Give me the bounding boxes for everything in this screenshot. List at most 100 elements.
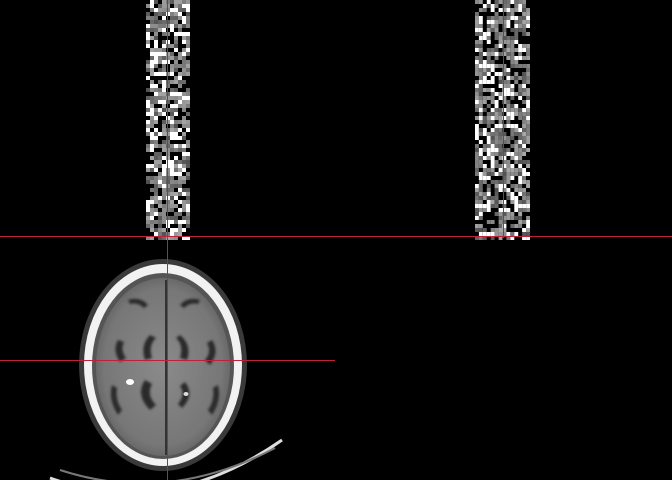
slice-pixel bbox=[486, 204, 491, 208]
slice-pixel bbox=[490, 16, 495, 20]
slice-pixel bbox=[498, 184, 503, 188]
slice-pixel bbox=[526, 216, 530, 220]
slice-pixel bbox=[162, 204, 166, 208]
slice-pixel bbox=[494, 148, 499, 152]
slice-pixel bbox=[178, 172, 182, 176]
slice-pixel bbox=[498, 136, 503, 140]
slice-pixel bbox=[518, 48, 523, 52]
slice-pixel bbox=[490, 236, 495, 240]
slice-pixel bbox=[514, 28, 519, 32]
slice-pixel bbox=[482, 120, 487, 124]
slice-pixel bbox=[158, 180, 162, 184]
slice-pixel bbox=[486, 152, 491, 156]
slice-pixel bbox=[526, 92, 530, 96]
slice-pixel bbox=[478, 184, 483, 188]
slice-pixel bbox=[506, 136, 511, 140]
slice-pixel bbox=[150, 196, 154, 200]
slice-pixel bbox=[478, 28, 483, 32]
slice-pixel bbox=[478, 164, 483, 168]
slice-pixel bbox=[475, 116, 479, 120]
slice-pixel bbox=[154, 152, 158, 156]
slice-pixel bbox=[182, 64, 186, 68]
slice-pixel bbox=[502, 24, 507, 28]
sagittal-view[interactable] bbox=[475, 0, 530, 240]
slice-pixel bbox=[498, 236, 503, 240]
slice-pixel bbox=[478, 92, 483, 96]
slice-pixel bbox=[186, 172, 190, 176]
slice-pixel bbox=[522, 84, 526, 88]
slice-pixel bbox=[526, 160, 530, 164]
slice-pixel bbox=[502, 148, 507, 152]
slice-pixel bbox=[482, 172, 487, 176]
slice-pixel bbox=[178, 64, 182, 68]
slice-pixel bbox=[502, 188, 507, 192]
slice-pixel bbox=[486, 64, 491, 68]
slice-pixel bbox=[526, 68, 530, 72]
slice-pixel bbox=[478, 224, 483, 228]
slice-pixel bbox=[518, 184, 523, 188]
slice-pixel bbox=[162, 68, 166, 72]
slice-pixel bbox=[486, 172, 491, 176]
slice-pixel bbox=[162, 40, 166, 44]
slice-pixel bbox=[522, 132, 526, 136]
slice-pixel bbox=[146, 112, 150, 116]
slice-pixel bbox=[486, 4, 491, 8]
slice-pixel bbox=[510, 28, 515, 32]
slice-pixel bbox=[510, 92, 515, 96]
slice-pixel bbox=[498, 72, 503, 76]
slice-pixel bbox=[478, 68, 483, 72]
slice-pixel bbox=[502, 152, 507, 156]
slice-pixel bbox=[478, 176, 483, 180]
slice-pixel bbox=[482, 52, 487, 56]
slice-pixel bbox=[526, 76, 530, 80]
slice-pixel bbox=[178, 80, 182, 84]
slice-pixel bbox=[170, 128, 174, 132]
slice-pixel bbox=[158, 184, 162, 188]
slice-pixel bbox=[478, 40, 483, 44]
slice-pixel bbox=[486, 168, 491, 172]
slice-pixel bbox=[514, 196, 519, 200]
slice-pixel bbox=[490, 128, 495, 132]
slice-pixel bbox=[518, 24, 523, 28]
slice-pixel bbox=[478, 80, 483, 84]
slice-pixel bbox=[174, 92, 178, 96]
slice-pixel bbox=[478, 148, 483, 152]
slice-pixel bbox=[522, 176, 526, 180]
slice-pixel bbox=[522, 236, 526, 240]
slice-pixel bbox=[170, 68, 174, 72]
slice-pixel bbox=[154, 72, 158, 76]
slice-pixel bbox=[170, 8, 174, 12]
slice-pixel bbox=[494, 200, 499, 204]
slice-pixel bbox=[482, 72, 487, 76]
slice-pixel bbox=[510, 56, 515, 60]
slice-pixel bbox=[506, 112, 511, 116]
slice-pixel bbox=[475, 64, 479, 68]
slice-pixel bbox=[170, 116, 174, 120]
slice-pixel bbox=[506, 108, 511, 112]
slice-pixel bbox=[514, 104, 519, 108]
slice-pixel bbox=[146, 148, 150, 152]
brain bbox=[96, 278, 230, 456]
slice-pixel bbox=[162, 196, 166, 200]
slice-pixel bbox=[154, 196, 158, 200]
slice-pixel bbox=[182, 164, 186, 168]
slice-pixel bbox=[182, 108, 186, 112]
slice-pixel bbox=[182, 60, 186, 64]
slice-pixel bbox=[186, 72, 190, 76]
slice-pixel bbox=[186, 200, 190, 204]
slice-pixel bbox=[174, 232, 178, 236]
slice-pixel bbox=[178, 28, 182, 32]
slice-pixel bbox=[154, 12, 158, 16]
slice-pixel bbox=[182, 124, 186, 128]
slice-pixel bbox=[526, 128, 530, 132]
slice-pixel bbox=[494, 164, 499, 168]
slice-pixel bbox=[526, 104, 530, 108]
slice-pixel bbox=[482, 96, 487, 100]
slice-pixel bbox=[478, 0, 483, 4]
slice-pixel bbox=[182, 0, 186, 4]
slice-pixel bbox=[178, 8, 182, 12]
axial-view[interactable] bbox=[49, 259, 283, 480]
slice-pixel bbox=[158, 108, 162, 112]
slice-pixel bbox=[150, 164, 154, 168]
slice-pixel bbox=[174, 80, 178, 84]
